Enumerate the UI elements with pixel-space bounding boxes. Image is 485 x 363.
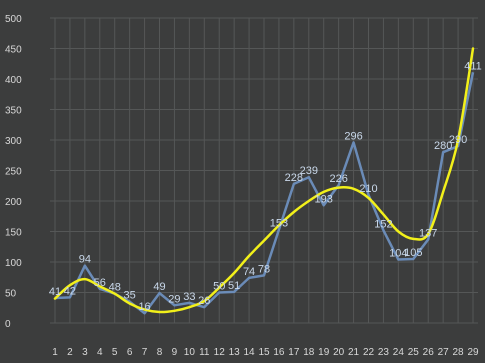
x-tick-label: 24 [393, 347, 405, 358]
y-tick-label: 50 [5, 289, 17, 300]
data-label: 29 [168, 293, 180, 305]
y-tick-label: 450 [5, 45, 22, 56]
y-tick-label: 100 [5, 258, 22, 269]
gridlines [50, 17, 478, 324]
data-label: 78 [258, 263, 270, 275]
y-tick-label: 0 [5, 319, 11, 330]
x-tick-label: 1 [52, 347, 58, 358]
data-label: 152 [374, 218, 392, 230]
x-axis-ticks: 1 2 3 4 5 6 7 8 9 10 11 12 13 14 15 16 17 18 19 20 21 22 23 24 2… [52, 347, 479, 358]
data-label: 42 [64, 285, 76, 297]
x-tick-label: 7 [142, 347, 148, 358]
data-label: 239 [300, 165, 318, 177]
y-tick-label: 300 [5, 136, 22, 147]
y-axis-ticks: 0 50 100 150 200 250 300 350 400 450 500 [5, 14, 22, 330]
x-tick-label: 11 [199, 347, 210, 358]
x-tick-label: 16 [273, 347, 285, 358]
x-tick-label: 22 [363, 347, 375, 358]
x-tick-label: 17 [288, 347, 300, 358]
data-label: 104 [389, 248, 407, 260]
data-label: 296 [344, 130, 362, 142]
data-label: 290 [449, 134, 467, 146]
x-tick-label: 15 [258, 347, 270, 358]
y-tick-label: 400 [5, 75, 22, 86]
x-tick-label: 3 [82, 347, 88, 358]
x-tick-label: 23 [378, 347, 390, 358]
x-tick-label: 4 [97, 347, 103, 358]
data-label: 226 [329, 173, 347, 185]
data-label: 137 [419, 227, 437, 239]
data-label: 41 [49, 286, 61, 298]
data-label: 33 [183, 291, 195, 303]
x-tick-label: 9 [172, 347, 178, 358]
data-label: 105 [404, 247, 422, 259]
data-label: 94 [79, 254, 91, 266]
data-label: 153 [270, 218, 288, 230]
data-label: 51 [228, 280, 240, 292]
data-label: 411 [464, 60, 482, 72]
data-label: 74 [243, 266, 255, 278]
data-label: 49 [153, 281, 165, 293]
series-area [53, 47, 475, 315]
x-tick-label: 26 [423, 347, 435, 358]
y-tick-label: 200 [5, 197, 22, 208]
x-tick-label: 28 [453, 347, 465, 358]
x-tick-label: 10 [184, 347, 196, 358]
data-label: 26 [198, 295, 210, 307]
y-tick-label: 150 [5, 228, 22, 239]
data-label: 280 [434, 140, 452, 152]
x-tick-label: 25 [408, 347, 420, 358]
x-tick-label: 29 [467, 347, 479, 358]
x-tick-label: 20 [333, 347, 345, 358]
data-label: 228 [285, 172, 303, 184]
x-tick-label: 8 [157, 347, 163, 358]
x-tick-label: 18 [303, 347, 315, 358]
x-tick-label: 14 [244, 347, 256, 358]
x-tick-label: 21 [348, 347, 360, 358]
x-tick-label: 6 [127, 347, 133, 358]
series-line-trend [53, 47, 475, 314]
y-tick-label: 250 [5, 167, 22, 178]
x-tick-label: 19 [318, 347, 330, 358]
x-tick-label: 27 [438, 347, 450, 358]
x-tick-label: 12 [214, 347, 226, 358]
y-tick-label: 350 [5, 106, 22, 117]
x-tick-label: 2 [67, 347, 73, 358]
y-tick-label: 500 [5, 14, 22, 25]
data-label: 48 [109, 282, 121, 294]
data-label: 56 [94, 277, 106, 289]
x-tick-label: 5 [112, 347, 118, 358]
data-label: 16 [138, 301, 150, 313]
data-label: 193 [315, 193, 333, 205]
data-label: 210 [359, 183, 377, 195]
data-label: 50 [213, 281, 225, 293]
x-tick-label: 13 [229, 347, 241, 358]
data-label: 35 [124, 290, 136, 302]
